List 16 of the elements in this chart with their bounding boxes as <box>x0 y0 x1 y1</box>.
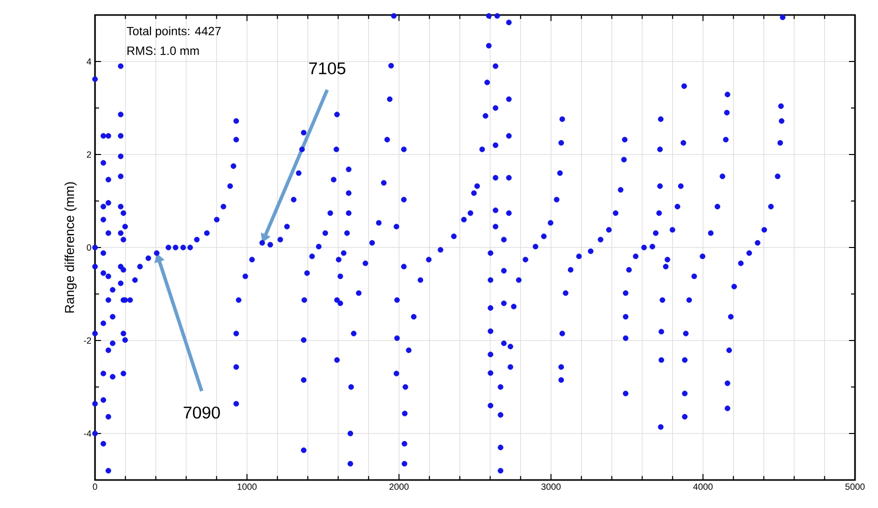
x-tick-label: 1000 <box>238 484 257 490</box>
annotation: RMS: 1.0 mm <box>128 46 199 55</box>
x-tick-label: 4000 <box>693 484 713 490</box>
y-tick-label: -2 <box>84 337 92 344</box>
x-tick-label: 0 <box>92 484 98 490</box>
y-tick-label: 4 <box>86 58 92 65</box>
x-tick-label: 3000 <box>541 484 561 490</box>
y-tick-label: -4 <box>84 430 92 437</box>
y-tick-label: 2 <box>86 151 92 158</box>
annotation: 7090 <box>184 406 220 419</box>
x-tick-label: 2000 <box>389 484 409 490</box>
y-axis-title: Range difference (mm) <box>64 182 77 313</box>
annotation: 7105 <box>309 62 346 74</box>
y-tick-label: 0 <box>86 244 92 251</box>
annotation: Total points: 4427 <box>126 26 221 38</box>
x-tick-label: 5000 <box>845 484 865 490</box>
